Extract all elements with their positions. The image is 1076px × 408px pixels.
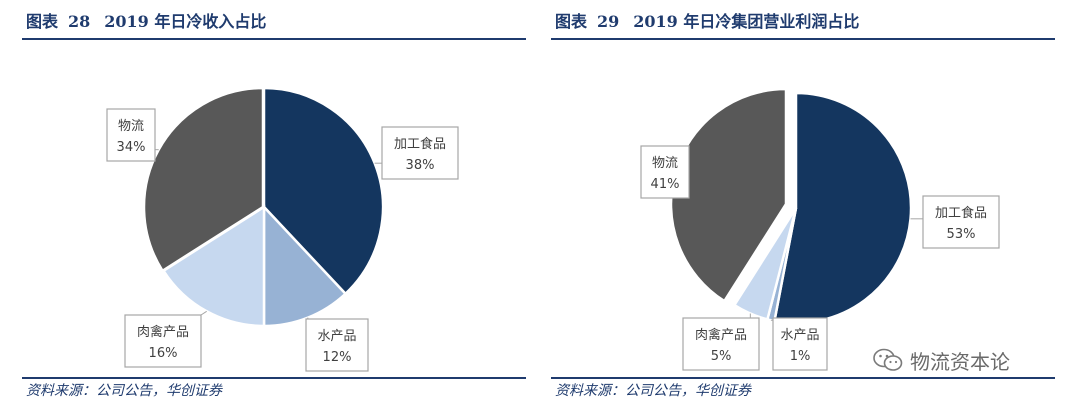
source-note: 资料来源：公司公告，华创证券: [555, 383, 751, 399]
percent-label: 1%: [790, 349, 811, 364]
source-rule: [22, 377, 526, 379]
data-label-box: [124, 314, 202, 368]
data-label-box: [922, 195, 1000, 249]
chart-panel-left: 图表 28 2019 年日冷收入占比 加工食品 38% 水产品 12% 肉禽产品 16% 物流 3…: [22, 0, 526, 408]
percent-label: 12%: [323, 350, 352, 365]
pie-chart-income: 加工食品 38% 水产品 12% 肉禽产品 16% 物流 34%: [106, 86, 459, 372]
category-label: 肉禽产品: [695, 327, 747, 343]
category-label: 水产品: [780, 328, 819, 343]
data-label-box: [305, 318, 369, 372]
category-label: 物流: [652, 156, 678, 171]
percent-label: 41%: [651, 177, 680, 192]
watermark-text: 物流资本论: [910, 349, 1010, 374]
data-label-box: [640, 145, 690, 199]
data-label-box: [106, 108, 156, 162]
percent-label: 38%: [406, 158, 435, 173]
source-note: 资料来源：公司公告，华创证券: [26, 383, 222, 399]
figure-title: 图表 28 2019 年日冷收入占比: [26, 10, 266, 34]
data-label-box: [381, 126, 459, 180]
figure-number: 28: [68, 12, 91, 31]
figure-number: 29: [597, 12, 620, 31]
leader-line: [200, 310, 207, 316]
category-label: 物流: [118, 119, 144, 134]
figure-label: 图表: [26, 12, 59, 31]
data-label-box: [682, 317, 760, 371]
category-label: 水产品: [317, 329, 356, 344]
pie-slice: [732, 207, 798, 321]
title-rule: [22, 38, 526, 40]
figure-title: 图表 29 2019 年日冷集团营业利润占比: [555, 10, 859, 34]
percent-label: 34%: [117, 140, 146, 155]
category-label: 加工食品: [935, 205, 987, 221]
percent-label: 53%: [947, 227, 976, 242]
pie-chart-profit: 加工食品 53% 水产品 1% 肉禽产品 5% 物流 41%: [640, 87, 1000, 371]
watermark: 物流资本论: [872, 344, 1010, 376]
source-rule: [551, 377, 1055, 379]
figure-label: 图表: [555, 12, 588, 31]
chart-title: 2019 年日冷收入占比: [104, 12, 267, 31]
chart-panel-right: 图表 29 2019 年日冷集团营业利润占比 加工食品 53% 水产品 1% 肉禽产品 5% 物…: [551, 0, 1055, 408]
percent-label: 5%: [711, 349, 732, 364]
chart-title: 2019 年日冷集团营业利润占比: [633, 12, 860, 31]
percent-label: 16%: [149, 346, 178, 361]
category-label: 肉禽产品: [137, 324, 189, 340]
data-label-box: [772, 317, 828, 371]
title-rule: [551, 38, 1055, 40]
category-label: 加工食品: [394, 136, 446, 152]
wechat-icon: [873, 348, 903, 371]
